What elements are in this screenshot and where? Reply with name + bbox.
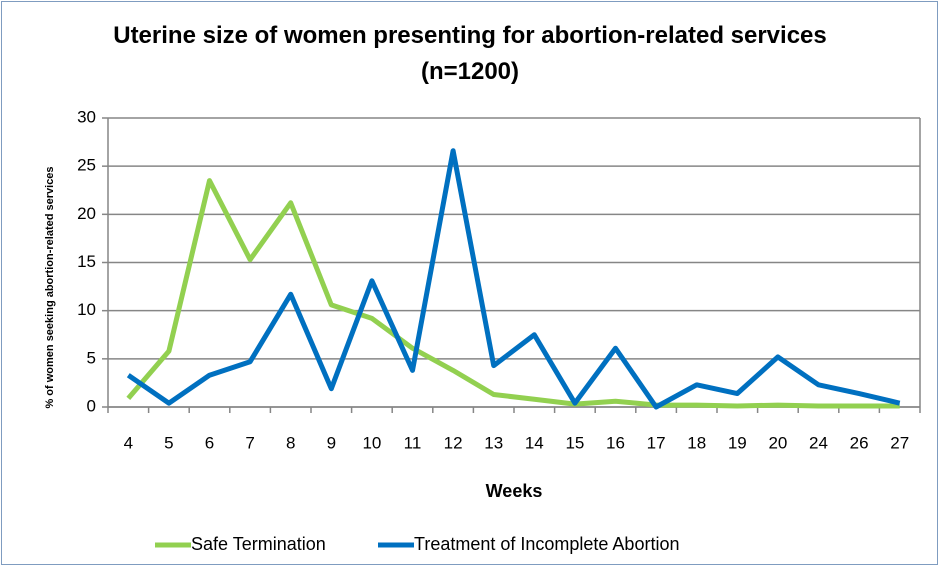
x-tick-label: 8 <box>286 433 295 452</box>
x-tick-label: 20 <box>768 433 787 452</box>
x-tick-label: 27 <box>890 433 909 452</box>
x-tick-label: 6 <box>205 433 214 452</box>
x-tick-label: 26 <box>850 433 869 452</box>
y-tick-label: 10 <box>77 300 96 319</box>
x-tick-label: 16 <box>606 433 625 452</box>
x-tick-label: 11 <box>404 433 422 452</box>
chart-title: Uterine size of women presenting for abo… <box>113 22 827 85</box>
y-tick-label: 20 <box>77 204 96 223</box>
y-tick-label: 0 <box>87 396 96 415</box>
legend-label: Safe Termination <box>191 534 326 554</box>
line-series <box>126 178 900 409</box>
y-tick-label: 30 <box>77 107 96 126</box>
y-tick-label: 25 <box>77 156 96 175</box>
x-tick-label: 17 <box>647 433 666 452</box>
x-tick-label: 4 <box>124 433 133 452</box>
y-axis-label: % of women seeking abortion-related serv… <box>44 166 56 408</box>
x-tick-label: 14 <box>525 433 544 452</box>
x-tick-label: 9 <box>327 433 336 452</box>
x-tick-label: 13 <box>484 433 503 452</box>
x-tick-label: 10 <box>362 433 381 452</box>
x-tick-label: 7 <box>245 433 254 452</box>
x-tick-label: 15 <box>565 433 584 452</box>
x-tick-label: 19 <box>728 433 747 452</box>
x-tick-label: 24 <box>809 433 828 452</box>
y-tick-label: 15 <box>77 252 96 271</box>
legend-label: Treatment of Incomplete Abortion <box>414 534 679 554</box>
x-tick-label: 18 <box>687 433 706 452</box>
x-tick-label: 12 <box>444 433 463 452</box>
line-series <box>126 148 901 410</box>
x-axis-label: Weeks <box>486 481 543 501</box>
y-tick-label: 5 <box>87 348 96 367</box>
x-tick-label: 5 <box>164 433 173 452</box>
